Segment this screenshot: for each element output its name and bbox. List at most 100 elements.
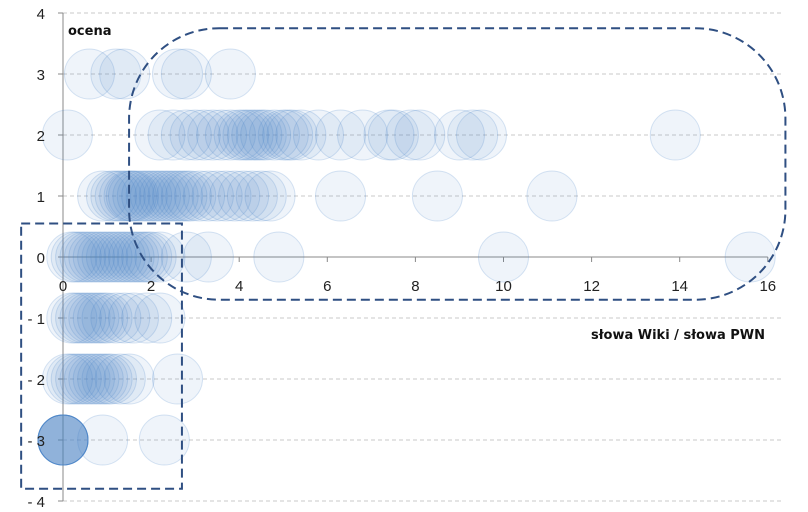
data-point — [103, 353, 155, 405]
data-point — [204, 48, 256, 100]
data-point — [134, 292, 186, 344]
data-point — [526, 170, 578, 222]
data-point — [156, 170, 208, 222]
data-point — [37, 414, 89, 466]
data-point — [165, 170, 217, 222]
x-tick-label: 14 — [671, 278, 688, 295]
data-point — [63, 231, 115, 283]
y-tick-label: 0 — [37, 250, 45, 267]
data-point — [209, 170, 261, 222]
data-point — [50, 231, 102, 283]
data-point — [147, 170, 199, 222]
data-point — [411, 170, 463, 222]
data-point — [59, 353, 111, 405]
data-point — [134, 109, 186, 161]
data-point — [478, 231, 529, 283]
data-point — [90, 292, 142, 344]
data-point — [218, 109, 270, 161]
data-point — [37, 414, 89, 466]
x-tick-label: 8 — [411, 278, 419, 295]
data-point — [367, 109, 419, 161]
data-point — [46, 231, 98, 283]
data-point — [77, 170, 129, 222]
data-point — [112, 231, 164, 283]
data-point — [226, 170, 278, 222]
data-point — [37, 414, 89, 466]
data-point — [143, 170, 195, 222]
data-point — [222, 109, 274, 161]
data-point — [68, 231, 120, 283]
data-point — [85, 170, 137, 222]
data-point — [121, 292, 173, 344]
data-point — [99, 170, 151, 222]
data-point — [292, 109, 344, 161]
data-point — [55, 231, 107, 283]
data-point — [81, 353, 133, 405]
data-point — [68, 292, 120, 344]
data-point — [226, 109, 278, 161]
data-point — [182, 170, 234, 222]
data-point — [724, 231, 776, 283]
y-tick-label: 1 — [37, 189, 45, 206]
data-point — [94, 231, 146, 283]
data-point — [152, 353, 204, 405]
data-point — [160, 170, 212, 222]
highlight-regions — [20, 27, 787, 490]
x-tick-label: 2 — [147, 278, 155, 295]
data-point — [433, 109, 485, 161]
y-tick-label: 3 — [37, 67, 45, 84]
gridlines — [63, 12, 783, 502]
data-point — [191, 170, 243, 222]
data-point — [99, 292, 151, 344]
data-point — [240, 109, 292, 161]
x-tick-label: 10 — [495, 278, 512, 295]
y-tick-label: - 3 — [27, 433, 45, 450]
data-point — [649, 109, 701, 161]
data-point — [447, 109, 499, 161]
data-point — [90, 231, 142, 283]
data-point — [394, 109, 446, 161]
x-tick-label: 12 — [583, 278, 600, 295]
y-tick-label: - 1 — [27, 311, 45, 328]
data-point — [81, 231, 133, 283]
data-point — [257, 109, 309, 161]
data-point — [152, 48, 204, 100]
data-point — [315, 170, 367, 222]
data-point — [72, 292, 124, 344]
data-point — [182, 231, 234, 283]
data-point — [200, 170, 252, 222]
data-point — [244, 170, 296, 222]
data-point — [204, 109, 256, 161]
data-point — [81, 292, 133, 344]
data-point — [138, 170, 190, 222]
data-point — [363, 109, 415, 161]
data-point — [337, 109, 389, 161]
data-point — [160, 48, 212, 100]
data-point — [59, 292, 111, 344]
data-point — [248, 109, 300, 161]
x-tick-label: 16 — [759, 278, 776, 295]
data-point — [266, 109, 318, 161]
data-point — [63, 48, 115, 100]
data-point — [134, 231, 186, 283]
data-point — [107, 292, 159, 344]
data-point — [125, 231, 177, 283]
data-point — [385, 109, 437, 161]
data-point — [72, 353, 124, 405]
data-point — [55, 353, 107, 405]
upper-right-region — [128, 27, 787, 301]
data-point — [187, 109, 239, 161]
data-point — [121, 170, 173, 222]
y-axis-title: ocena — [68, 24, 111, 39]
data-point — [116, 170, 168, 222]
data-point — [147, 109, 199, 161]
data-point — [77, 353, 129, 405]
data-point — [455, 109, 507, 161]
data-point — [63, 353, 115, 405]
data-point — [68, 353, 120, 405]
data-point — [59, 231, 111, 283]
data-point — [231, 109, 283, 161]
data-point — [315, 109, 367, 161]
